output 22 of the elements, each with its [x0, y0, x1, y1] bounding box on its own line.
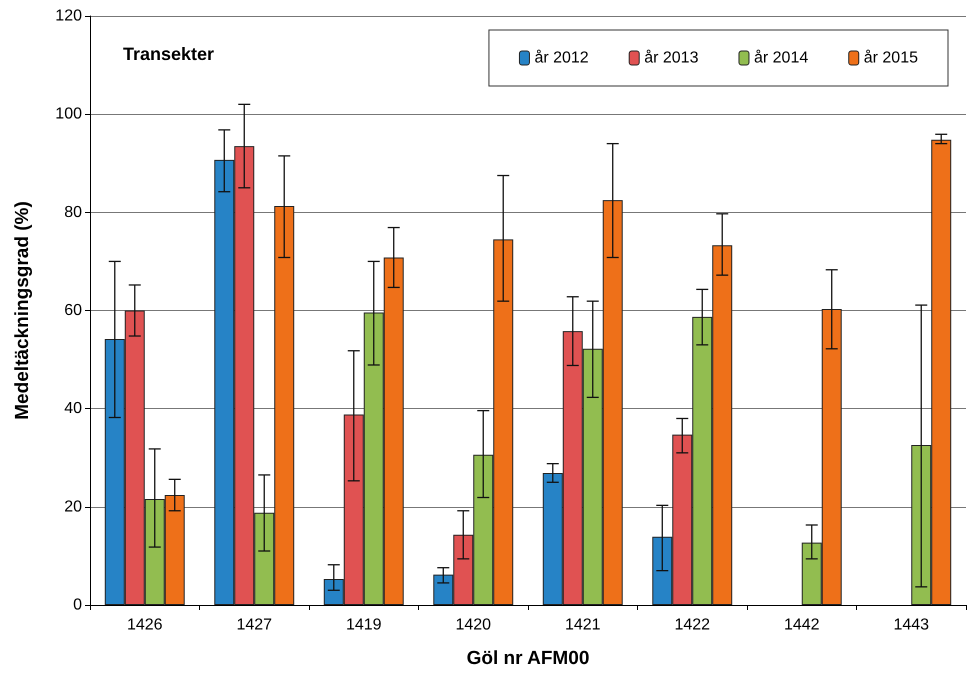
legend-label: år 2013 [644, 50, 699, 66]
x-tick-label: 1419 [346, 616, 382, 634]
x-tick-label: 1420 [455, 616, 492, 634]
y-axis-title: Medeltäckningsgrad (%) [12, 201, 33, 420]
y-tick-label: 40 [64, 400, 82, 418]
x-tick-label: 1442 [784, 616, 820, 634]
y-tick-label: 100 [55, 106, 82, 123]
x-tick-label: 1421 [564, 616, 601, 634]
legend-label: år 2014 [754, 50, 808, 66]
y-tick-label: 80 [64, 204, 82, 221]
annotation: Transekter [123, 44, 214, 64]
x-tick-label: 1426 [126, 616, 163, 634]
y-tick-label: 60 [64, 302, 82, 319]
y-tick-label: 120 [55, 8, 82, 24]
x-tick-label: 1443 [893, 616, 930, 634]
legend-label: år 2015 [864, 50, 918, 66]
x-tick-label: 1422 [674, 616, 710, 634]
x-tick-label: 1427 [236, 616, 272, 634]
x-axis-title: Göl nr AFM00 [466, 648, 590, 669]
y-tick-label: 0 [73, 596, 82, 614]
y-tick-label: 20 [64, 498, 82, 516]
legend-label: år 2012 [534, 50, 589, 66]
